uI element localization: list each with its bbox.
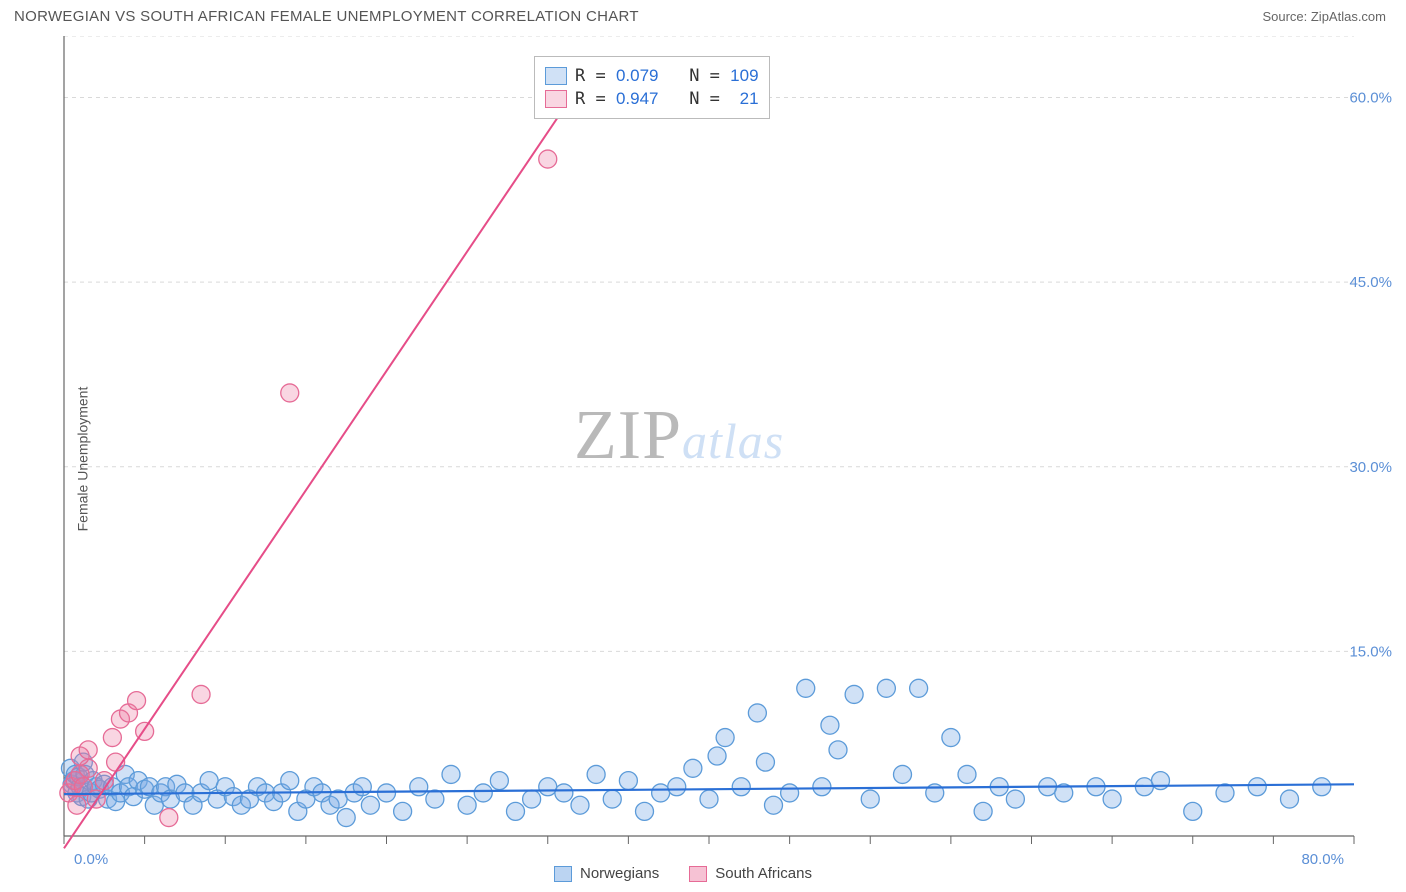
data-point (861, 790, 879, 808)
data-point (910, 679, 928, 697)
data-point (458, 796, 476, 814)
chart-title: NORWEGIAN VS SOUTH AFRICAN FEMALE UNEMPL… (14, 8, 639, 25)
legend-swatch (554, 866, 572, 882)
data-point (732, 778, 750, 796)
y-tick-label: 15.0% (1349, 643, 1392, 660)
correlation-legend: R = 0.079 N = 109 R = 0.947 N = 21 (534, 56, 770, 119)
data-point (1006, 790, 1024, 808)
data-point (394, 802, 412, 820)
data-point (474, 784, 492, 802)
data-point (353, 778, 371, 796)
data-point (708, 747, 726, 765)
legend-swatch (545, 90, 567, 108)
series-legend: Norwegians South Africans (554, 865, 812, 882)
x-tick-label: 0.0% (74, 851, 108, 868)
y-tick-label: 30.0% (1349, 459, 1392, 476)
data-point (507, 802, 525, 820)
data-point (845, 685, 863, 703)
data-point (958, 765, 976, 783)
legend-swatch (689, 866, 707, 882)
data-point (1248, 778, 1266, 796)
data-point (781, 784, 799, 802)
data-point (587, 765, 605, 783)
data-point (619, 772, 637, 790)
legend-label: South Africans (715, 865, 812, 882)
legend-label: Norwegians (580, 865, 659, 882)
chart-source: Source: ZipAtlas.com (1262, 9, 1386, 24)
data-point (1216, 784, 1234, 802)
y-axis-label: Female Unemployment (74, 387, 90, 532)
data-point (68, 796, 86, 814)
data-point (361, 796, 379, 814)
data-point (756, 753, 774, 771)
data-point (539, 778, 557, 796)
data-point (700, 790, 718, 808)
y-tick-label: 60.0% (1349, 90, 1392, 107)
data-point (1184, 802, 1202, 820)
legend-row: R = 0.947 N = 21 (545, 89, 759, 109)
data-point (337, 809, 355, 827)
data-point (410, 778, 428, 796)
data-point (442, 765, 460, 783)
data-point (378, 784, 396, 802)
data-point (821, 716, 839, 734)
data-point (636, 802, 654, 820)
data-point (974, 802, 992, 820)
chart-area: Female Unemployment 0.0% 80.0% 15.0% 30.0% 4… (14, 36, 1392, 882)
data-point (79, 741, 97, 759)
data-point (797, 679, 815, 697)
data-point (603, 790, 621, 808)
data-point (571, 796, 589, 814)
y-tick-label: 45.0% (1349, 274, 1392, 291)
data-point (103, 729, 121, 747)
data-point (684, 759, 702, 777)
legend-row: R = 0.079 N = 109 (545, 66, 759, 86)
regression-line (64, 61, 596, 849)
data-point (539, 150, 557, 168)
data-point (200, 772, 218, 790)
data-point (748, 704, 766, 722)
data-point (813, 778, 831, 796)
data-point (765, 796, 783, 814)
scatter-chart: 0.0% 80.0% 15.0% 30.0% 45.0% 60.0% (14, 36, 1392, 882)
legend-item: Norwegians (554, 865, 659, 882)
legend-swatch (545, 67, 567, 85)
data-point (652, 784, 670, 802)
legend-stats: R = 0.079 N = 109 (575, 66, 759, 86)
data-point (281, 772, 299, 790)
data-point (490, 772, 508, 790)
legend-item: South Africans (689, 865, 812, 882)
data-point (192, 685, 210, 703)
data-point (716, 729, 734, 747)
data-point (1313, 778, 1331, 796)
data-point (877, 679, 895, 697)
data-point (128, 692, 146, 710)
data-point (942, 729, 960, 747)
data-point (1281, 790, 1299, 808)
data-point (281, 384, 299, 402)
data-point (555, 784, 573, 802)
source-link[interactable]: ZipAtlas.com (1311, 9, 1386, 24)
data-point (426, 790, 444, 808)
data-point (668, 778, 686, 796)
data-point (829, 741, 847, 759)
data-point (894, 765, 912, 783)
data-point (523, 790, 541, 808)
data-point (1103, 790, 1121, 808)
x-tick-label: 80.0% (1301, 851, 1344, 868)
legend-stats: R = 0.947 N = 21 (575, 89, 759, 109)
data-point (160, 809, 178, 827)
